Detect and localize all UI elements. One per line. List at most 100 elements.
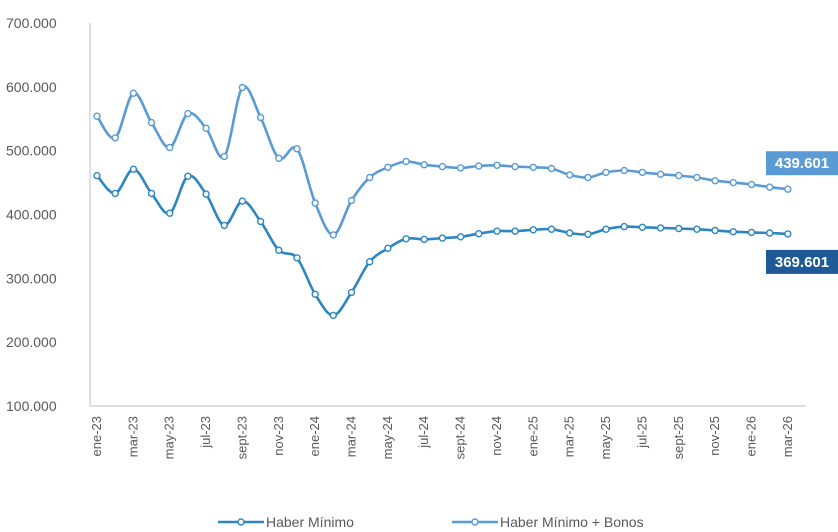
data-point	[202, 124, 210, 133]
data-point	[93, 171, 101, 180]
data-point	[147, 189, 156, 198]
data-point	[547, 164, 556, 173]
data-point	[675, 171, 683, 180]
y-tick-label: 600.000	[6, 79, 57, 95]
x-tick-label: nov-23	[271, 416, 286, 456]
x-tick-label: mar-25	[562, 416, 577, 457]
data-point	[256, 217, 265, 226]
data-point	[475, 229, 483, 238]
data-point	[584, 173, 592, 182]
data-point	[566, 229, 574, 237]
data-point	[165, 143, 174, 152]
data-point	[147, 118, 156, 127]
data-point	[220, 152, 229, 161]
data-point	[256, 113, 265, 122]
x-tick-label: may-24	[380, 416, 395, 459]
data-point	[275, 246, 283, 254]
data-point	[620, 222, 628, 231]
end-value-box	[766, 249, 838, 274]
legend-label: Haber Mínimo + Bonos	[500, 514, 644, 530]
data-point	[547, 225, 556, 233]
x-tick-label: ene-25	[525, 416, 540, 456]
legend-marker	[471, 518, 479, 526]
data-point	[493, 161, 501, 170]
series-line	[95, 85, 788, 237]
y-tick-label: 500.000	[6, 143, 57, 159]
legend: Haber Mínimo Haber Mínimo + Bonos	[218, 514, 644, 530]
y-tick-label: 200.000	[6, 334, 57, 350]
data-point	[347, 288, 356, 297]
end-value-label: 439.601	[766, 151, 838, 176]
data-point	[693, 173, 701, 182]
series-haber-minimo-bonos	[93, 83, 792, 239]
data-point	[329, 231, 337, 239]
end-value-label: 369.601	[766, 249, 838, 274]
data-point	[384, 244, 392, 253]
data-point	[584, 230, 592, 239]
data-point	[347, 196, 356, 205]
data-point	[111, 134, 119, 142]
series-haber-minimo	[93, 165, 792, 320]
x-tick-label: may-23	[162, 416, 177, 459]
data-point	[529, 163, 537, 172]
data-point	[129, 89, 138, 97]
x-tick-label: sept-23	[234, 416, 249, 459]
x-tick-label: mar-26	[780, 416, 795, 457]
end-value-box	[766, 151, 838, 176]
data-point	[165, 209, 174, 217]
data-point	[511, 162, 519, 171]
legend-label: Haber Mínimo	[266, 514, 354, 530]
data-point	[493, 227, 501, 235]
data-point	[511, 227, 519, 235]
data-point	[220, 221, 229, 230]
y-tick-label: 700.000	[6, 15, 57, 31]
x-axis-labels: ene-23 mar-23 may-23 jul-23 sept-23 nov-23 ene…	[89, 416, 795, 459]
y-tick-label: 300.000	[6, 270, 57, 286]
data-point	[620, 166, 628, 175]
data-point	[402, 235, 410, 243]
x-tick-label: mar-24	[344, 416, 359, 457]
y-axis-labels: 100.000 200.000 300.000 400.000 500.000 600.0…	[6, 15, 57, 414]
x-tick-label: sept-24	[453, 416, 468, 459]
data-point	[366, 173, 374, 182]
data-point	[93, 112, 101, 120]
data-point	[766, 229, 774, 237]
y-tick-label: 400.000	[6, 207, 57, 223]
data-point	[311, 199, 319, 207]
data-point	[456, 233, 465, 241]
x-tick-label: ene-24	[307, 416, 322, 456]
data-point	[656, 170, 665, 179]
y-tick-label: 100.000	[6, 398, 57, 414]
x-tick-label: jul-24	[416, 416, 431, 449]
x-tick-label: ene-26	[743, 416, 758, 456]
end-labels: 369.601 439.601	[766, 151, 838, 274]
data-point	[602, 225, 610, 233]
data-point	[784, 230, 792, 238]
data-point	[293, 254, 301, 262]
data-point	[311, 290, 319, 298]
data-point	[238, 83, 247, 92]
data-point	[329, 311, 337, 320]
x-tick-label: jul-25	[634, 416, 649, 449]
x-tick-label: sept-25	[671, 416, 686, 459]
data-point	[238, 197, 247, 205]
series-line	[96, 167, 788, 317]
legend-item: Haber Mínimo	[218, 514, 354, 530]
data-point	[384, 163, 392, 172]
data-point	[784, 185, 792, 193]
data-point	[711, 176, 719, 185]
x-tick-label: ene-23	[89, 416, 104, 456]
data-point	[438, 234, 447, 242]
x-tick-label: jul-23	[198, 416, 213, 449]
data-point	[693, 225, 701, 233]
data-point	[129, 165, 138, 173]
data-point	[402, 157, 410, 166]
axes	[89, 23, 806, 407]
legend-item: Haber Mínimo + Bonos	[452, 514, 644, 530]
data-point	[184, 109, 192, 118]
data-point	[293, 145, 301, 153]
end-value-text: 369.601	[775, 254, 829, 271]
data-point	[747, 180, 756, 189]
data-point	[638, 168, 647, 177]
